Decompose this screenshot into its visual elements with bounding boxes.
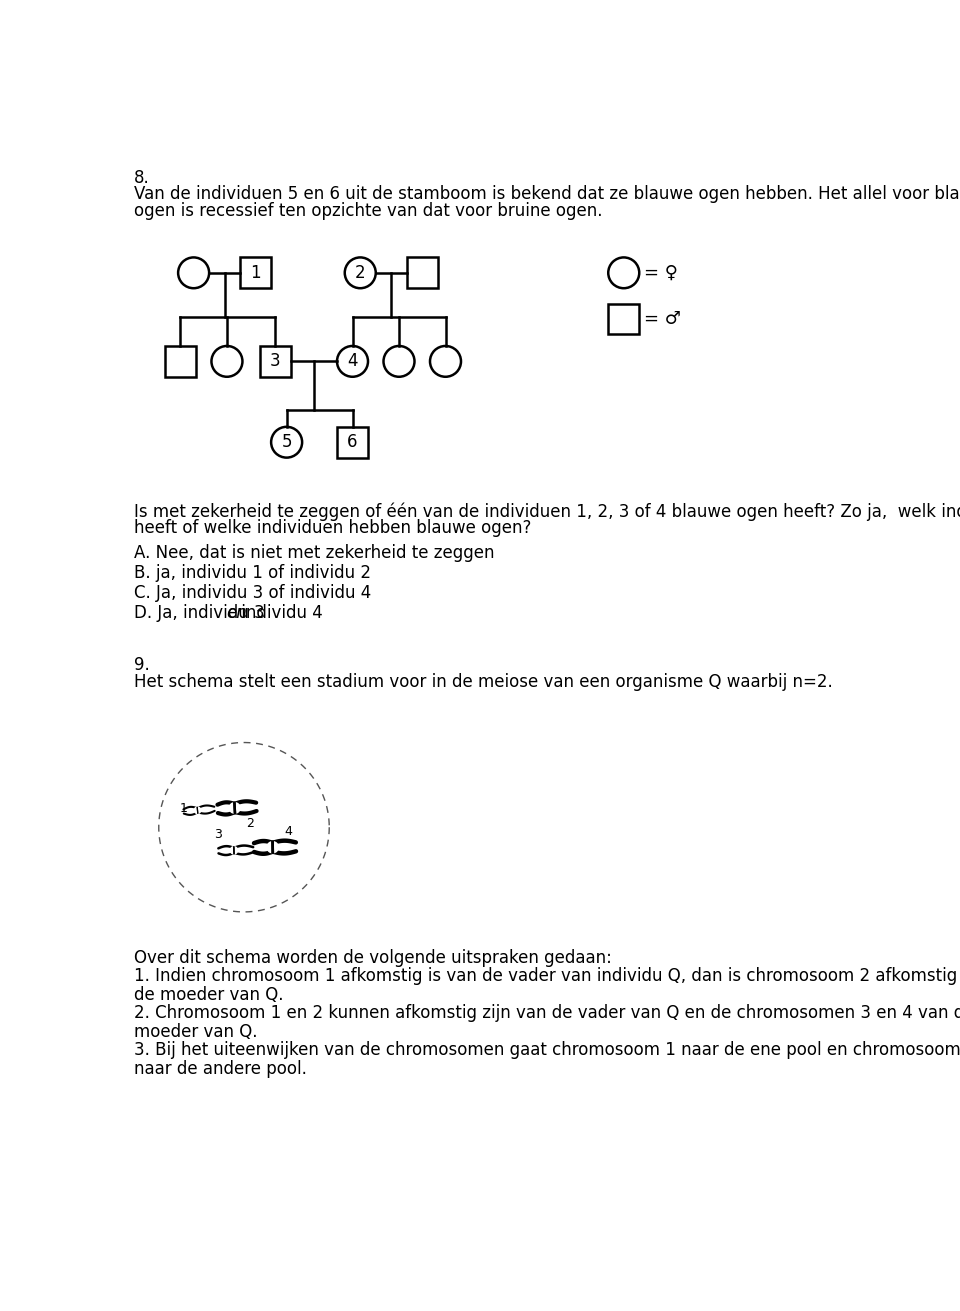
Text: 6: 6	[348, 433, 358, 451]
Bar	[240, 257, 271, 288]
Text: Het schema stelt een stadium voor in de meiose van een organisme Q waarbij n=2.: Het schema stelt een stadium voor in de …	[134, 674, 832, 691]
Text: 2. Chromosoom 1 en 2 kunnen afkomstig zijn van de vader van Q en de chromosomen : 2. Chromosoom 1 en 2 kunnen afkomstig zi…	[134, 1004, 960, 1023]
Text: 1: 1	[251, 264, 261, 282]
Bar	[609, 304, 639, 334]
Text: individu 4: individu 4	[236, 604, 323, 621]
Text: C. Ja, individu 3 of individu 4: C. Ja, individu 3 of individu 4	[134, 583, 372, 602]
Text: = ♀: = ♀	[644, 264, 678, 282]
Text: moeder van Q.: moeder van Q.	[134, 1023, 257, 1041]
Text: de moeder van Q.: de moeder van Q.	[134, 986, 283, 1004]
Text: 4: 4	[284, 826, 292, 838]
Bar	[337, 427, 368, 458]
Text: en: en	[227, 604, 248, 621]
Circle shape	[230, 847, 237, 853]
Bar	[259, 346, 291, 376]
Text: ogen is recessief ten opzichte van dat voor bruine ogen.: ogen is recessief ten opzichte van dat v…	[134, 202, 603, 220]
Text: 2: 2	[247, 817, 254, 830]
Text: 1: 1	[180, 802, 187, 815]
Text: naar de andere pool.: naar de andere pool.	[134, 1059, 307, 1078]
Text: 9.: 9.	[134, 657, 150, 674]
Text: 5: 5	[281, 433, 292, 451]
Text: D. Ja, individu 3: D. Ja, individu 3	[134, 604, 270, 621]
Text: 3. Bij het uiteenwijken van de chromosomen gaat chromosoom 1 naar de ene pool en: 3. Bij het uiteenwijken van de chromosom…	[134, 1041, 960, 1059]
Text: heeft of welke individuen hebben blauwe ogen?: heeft of welke individuen hebben blauwe …	[134, 519, 531, 538]
Text: A. Nee, dat is niet met zekerheid te zeggen: A. Nee, dat is niet met zekerheid te zeg…	[134, 544, 494, 562]
Text: 4: 4	[348, 353, 358, 371]
Circle shape	[194, 808, 201, 814]
Text: = ♂: = ♂	[644, 309, 681, 328]
Text: 2: 2	[355, 264, 366, 282]
Circle shape	[229, 802, 240, 813]
Text: 8.: 8.	[134, 169, 150, 187]
Text: 1. Indien chromosoom 1 afkomstig is van de vader van individu Q, dan is chromoso: 1. Indien chromosoom 1 afkomstig is van …	[134, 968, 960, 986]
Text: Is met zekerheid te zeggen of één van de individuen 1, 2, 3 of 4 blauwe ogen hee: Is met zekerheid te zeggen of één van de…	[134, 502, 960, 520]
Circle shape	[267, 842, 278, 853]
Text: 3: 3	[270, 353, 280, 371]
Text: Over dit schema worden de volgende uitspraken gedaan:: Over dit schema worden de volgende uitsp…	[134, 949, 612, 968]
Text: B. ja, individu 1 of individu 2: B. ja, individu 1 of individu 2	[134, 564, 371, 582]
Bar	[407, 257, 438, 288]
Bar	[165, 346, 196, 376]
Text: 3: 3	[214, 829, 223, 842]
Text: Van de individuen 5 en 6 uit de stamboom is bekend dat ze blauwe ogen hebben. He: Van de individuen 5 en 6 uit de stamboom…	[134, 185, 960, 203]
